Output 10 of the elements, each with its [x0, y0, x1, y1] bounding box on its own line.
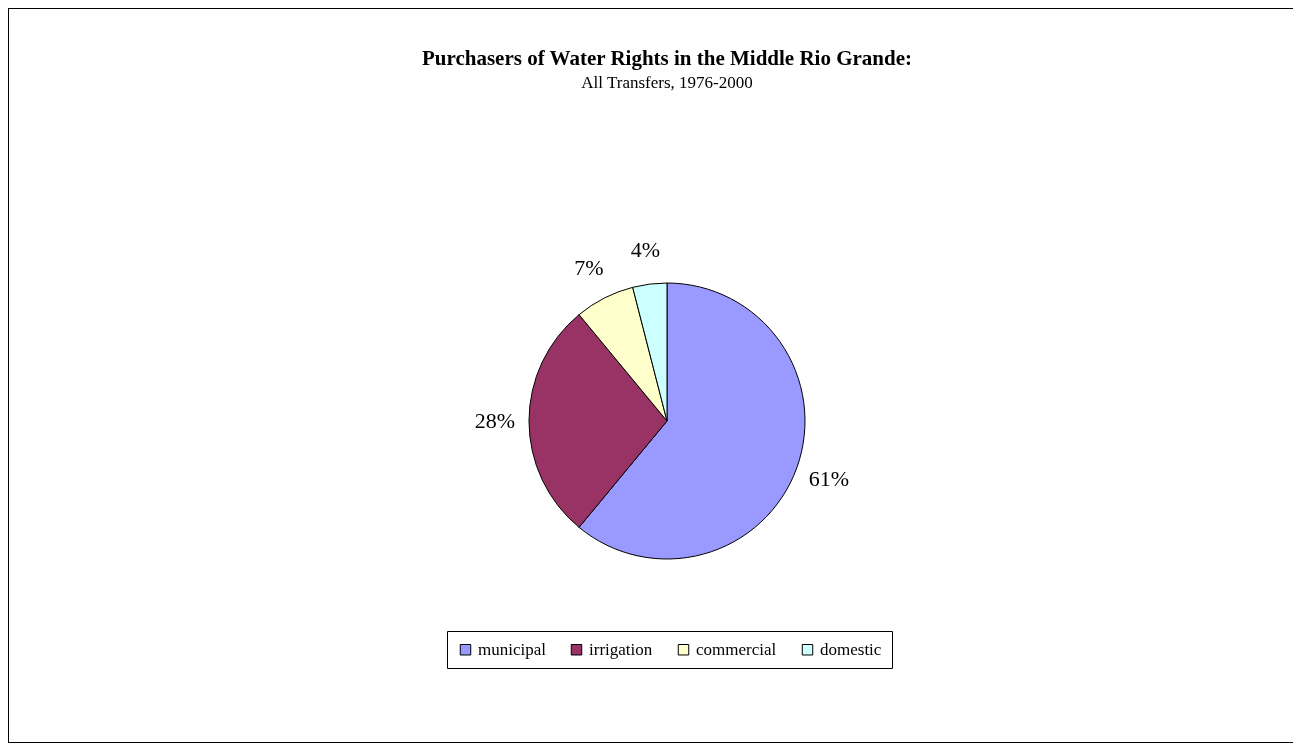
chart-subtitle: All Transfers, 1976-2000: [581, 73, 753, 92]
legend-label: domestic: [820, 639, 882, 659]
data-label: 28%: [474, 408, 516, 433]
data-label: 7%: [574, 254, 604, 280]
data-label: 4%: [630, 237, 661, 263]
data-label: 61%: [808, 466, 849, 492]
legend-label: commercial: [696, 639, 777, 659]
legend-label: irrigation: [589, 639, 653, 659]
chart-title: Purchasers of Water Rights in the Middle Rio Grande:: [422, 46, 912, 70]
legend-label: municipal: [478, 639, 547, 659]
